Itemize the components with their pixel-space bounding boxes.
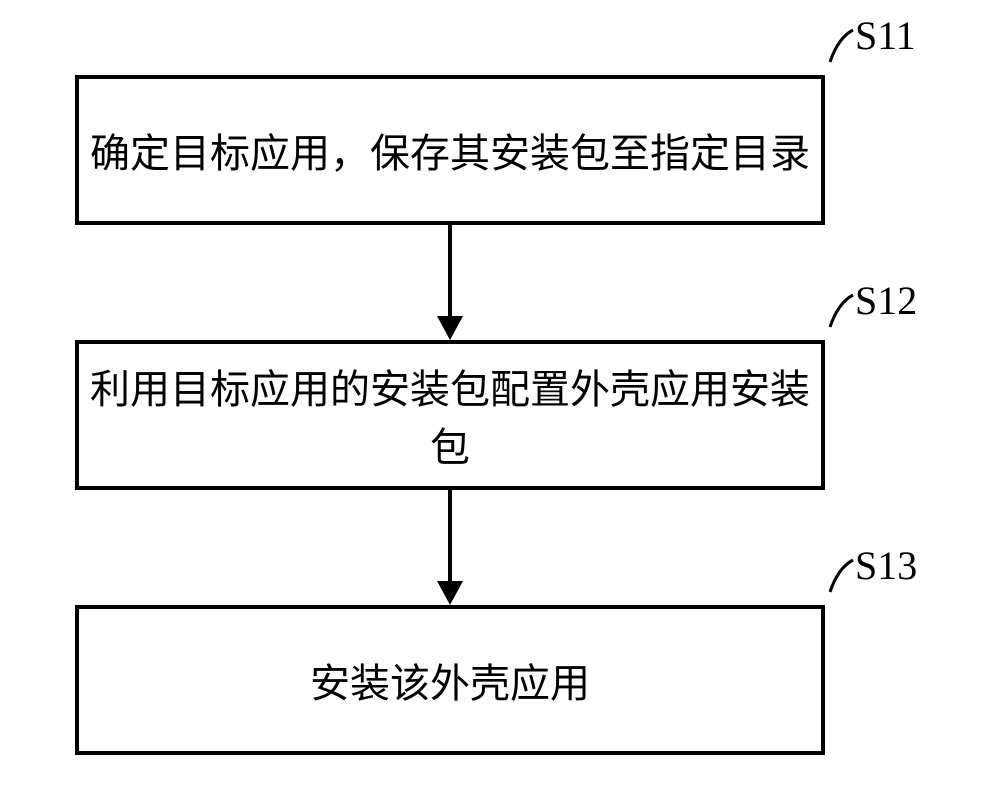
step-label-s11: S11 (855, 12, 916, 59)
step-text-s13: 安装该外壳应用 (310, 651, 590, 709)
step-box-s11: 确定目标应用，保存其安装包至指定目录 (75, 75, 825, 225)
step-label-s13: S13 (855, 542, 917, 589)
arrow-s12-s13-line (448, 490, 452, 582)
arrow-s12-s13-head (437, 581, 463, 605)
arrow-s11-s12-line (448, 225, 452, 317)
arrow-s11-s12-head (437, 316, 463, 340)
step-text-s11: 确定目标应用，保存其安装包至指定目录 (90, 121, 810, 179)
step-box-s12: 利用目标应用的安装包配置外壳应用安装包 (75, 340, 825, 490)
step-text-s12: 利用目标应用的安装包配置外壳应用安装包 (79, 357, 821, 473)
step-box-s13: 安装该外壳应用 (75, 605, 825, 755)
flowchart-canvas: 确定目标应用，保存其安装包至指定目录 S11 利用目标应用的安装包配置外壳应用安… (0, 0, 1000, 809)
step-label-s12: S12 (855, 277, 917, 324)
